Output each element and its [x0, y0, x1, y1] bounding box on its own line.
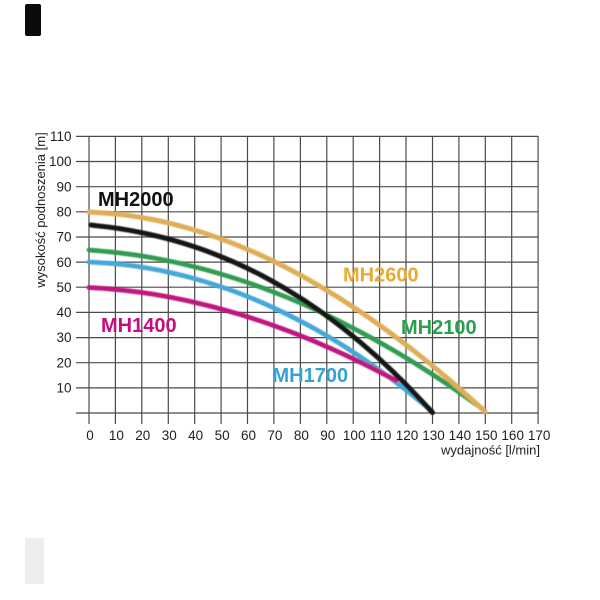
svg-text:140: 140 — [449, 428, 472, 443]
svg-text:wydajność [l/min]: wydajność [l/min] — [440, 443, 540, 458]
svg-text:90: 90 — [320, 428, 335, 443]
svg-text:70: 70 — [267, 428, 282, 443]
svg-text:110: 110 — [50, 129, 72, 144]
svg-text:160: 160 — [501, 428, 524, 443]
svg-text:110: 110 — [370, 428, 392, 443]
svg-text:10: 10 — [56, 381, 71, 396]
svg-text:60: 60 — [56, 255, 71, 270]
svg-text:MH1700: MH1700 — [273, 365, 349, 387]
svg-text:0: 0 — [86, 428, 94, 443]
svg-text:80: 80 — [294, 428, 309, 443]
svg-text:30: 30 — [56, 330, 71, 345]
svg-text:50: 50 — [215, 428, 230, 443]
svg-text:MH2000: MH2000 — [98, 189, 174, 211]
svg-text:70: 70 — [56, 230, 71, 245]
svg-text:20: 20 — [135, 428, 150, 443]
svg-text:MH2100: MH2100 — [401, 317, 477, 339]
svg-text:10: 10 — [109, 428, 124, 443]
svg-text:120: 120 — [396, 428, 419, 443]
svg-text:60: 60 — [241, 428, 256, 443]
svg-text:wysokość podnoszenia [m]: wysokość podnoszenia [m] — [33, 132, 48, 288]
svg-text:100: 100 — [49, 154, 72, 169]
svg-text:MH1400: MH1400 — [101, 315, 177, 337]
svg-text:90: 90 — [56, 179, 71, 194]
svg-text:150: 150 — [475, 428, 498, 443]
svg-text:50: 50 — [56, 280, 71, 295]
svg-text:40: 40 — [188, 428, 203, 443]
svg-text:80: 80 — [56, 205, 71, 220]
svg-text:40: 40 — [56, 305, 71, 320]
svg-text:MH2600: MH2600 — [343, 265, 419, 287]
svg-text:130: 130 — [422, 428, 445, 443]
svg-text:170: 170 — [528, 428, 551, 443]
svg-text:100: 100 — [343, 428, 366, 443]
svg-text:20: 20 — [56, 355, 71, 370]
svg-text:30: 30 — [162, 428, 177, 443]
